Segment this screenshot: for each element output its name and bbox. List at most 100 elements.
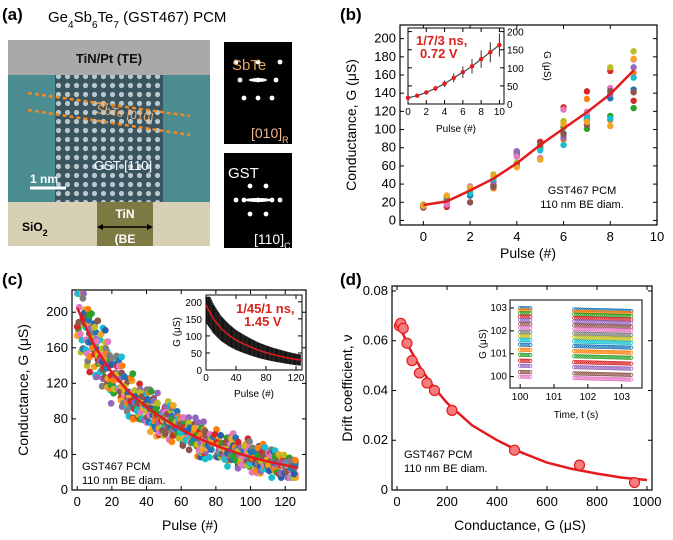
trace-point [588, 344, 593, 349]
trace-point [604, 310, 609, 315]
trace-point [612, 320, 618, 325]
trace-point [616, 355, 622, 360]
trace-point [576, 371, 581, 376]
trace-point [582, 309, 587, 315]
trace-point [625, 340, 630, 345]
trace-point [604, 340, 609, 345]
y-tick-label: 160 [46, 340, 68, 355]
trace-point [629, 336, 634, 342]
trace-point [618, 320, 624, 325]
inset-point [488, 50, 493, 55]
trace-point [522, 352, 527, 357]
trace-point [580, 331, 585, 336]
trace-point [604, 365, 609, 371]
trace-point [590, 319, 595, 325]
trace-point [625, 372, 630, 377]
diffraction-sbte-label: SbTe [232, 57, 266, 74]
trace-point [580, 349, 585, 354]
trace-point [588, 349, 593, 354]
trace-point [629, 355, 634, 360]
trace-point [528, 330, 533, 335]
trace-point [616, 320, 622, 325]
trace-point [612, 355, 618, 360]
trace-point [629, 361, 634, 366]
trace-point [520, 325, 525, 330]
trace-point [608, 344, 613, 350]
trace-point [612, 372, 618, 377]
trace-point [526, 370, 531, 375]
trace-point [594, 365, 599, 370]
data-point [211, 431, 219, 438]
y-tick-label: 40 [382, 176, 396, 191]
trace-point [522, 342, 527, 347]
trace-point [576, 335, 581, 340]
trace-point [594, 335, 599, 341]
trace-point [592, 335, 597, 341]
panel-b-label: (b) [340, 5, 362, 24]
x-tick-label: 10 [494, 107, 506, 118]
data-point [607, 64, 614, 71]
trace-point [524, 342, 529, 347]
trace-point [520, 329, 525, 335]
plot-c-ylabel: Conductance, G (μS) [15, 324, 31, 456]
trace-point [584, 360, 589, 365]
data-point [129, 370, 137, 378]
diffraction-spot [263, 211, 269, 217]
trace-point [616, 350, 622, 355]
trace-point [610, 372, 615, 377]
trace-point [522, 329, 527, 335]
trace-point [606, 376, 611, 382]
plot-b-inset-label-1: 1/7/3 ns, [416, 33, 467, 48]
data-point [191, 424, 199, 432]
trace-point [610, 310, 615, 315]
trace-point [598, 371, 603, 377]
y-tick-label: 0.02 [363, 432, 388, 447]
trace-point [618, 355, 624, 360]
trace-point [596, 349, 601, 354]
trace-point [602, 376, 607, 381]
trace-point [522, 325, 527, 330]
trace-point [627, 340, 632, 345]
trace-point [616, 361, 622, 366]
trace-point [526, 352, 531, 358]
trace-point [520, 363, 525, 368]
data-point [102, 345, 110, 352]
trace-point [606, 372, 611, 377]
trace-point [592, 339, 597, 345]
data-point [290, 470, 298, 478]
trace-point [520, 333, 525, 339]
trace-point [604, 355, 609, 360]
trace-point [522, 333, 527, 339]
trace-point [604, 376, 609, 382]
trace-point [574, 326, 579, 332]
trace-point [582, 327, 587, 332]
trace-point [580, 365, 585, 370]
trace-point [622, 355, 628, 360]
trace-point [518, 325, 523, 330]
trace-point [602, 340, 607, 345]
trace-point [602, 349, 607, 355]
trace-point [572, 339, 577, 344]
data-point [107, 399, 115, 407]
trace-point [524, 374, 529, 379]
data-point [573, 459, 586, 471]
y-tick-label: 0.08 [363, 283, 388, 298]
x-tick-label: 80 [209, 494, 223, 509]
data-point [630, 64, 637, 71]
trace-point [518, 342, 523, 347]
trace-point [526, 330, 531, 335]
trace-point [520, 347, 525, 352]
trace-point [574, 319, 579, 324]
trace-point [582, 376, 587, 381]
data-point [161, 430, 169, 438]
trace-point [618, 310, 624, 316]
trace-point [622, 361, 628, 366]
trace-point [608, 340, 613, 345]
y-tick-label: 200 [185, 298, 202, 309]
trace-point [582, 360, 587, 365]
trace-point [580, 327, 585, 332]
trace-point [572, 331, 577, 336]
trace-point [582, 339, 587, 344]
trace-point [612, 327, 618, 333]
trace-point [614, 336, 620, 341]
